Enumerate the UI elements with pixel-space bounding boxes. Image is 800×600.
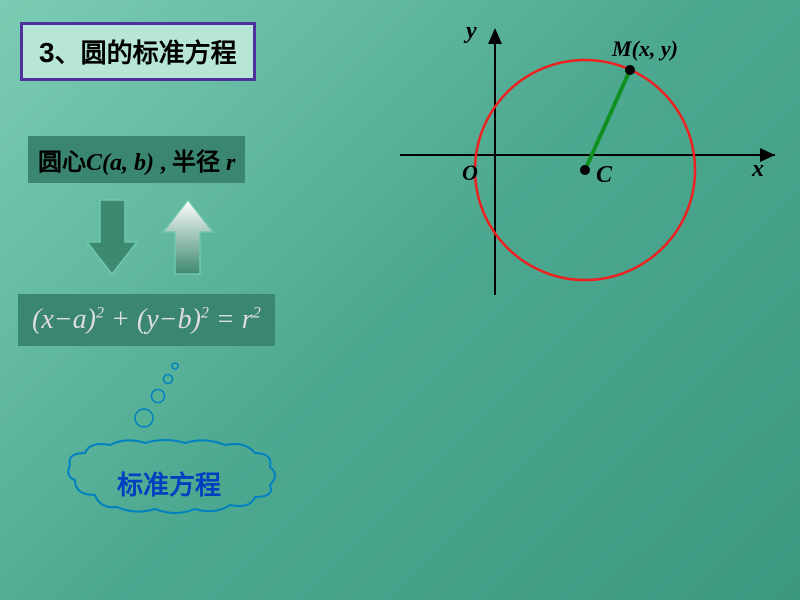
cloud-callout: 标准方程 [55,435,295,535]
coordinate-diagram: y x O C M(x, y) [400,20,790,300]
radius-word: 半径 [172,150,220,176]
title-number: 3 [39,37,55,68]
origin-label: O [462,160,478,186]
equation-box: (x−a)2 + (y−b)2 = r2 [18,294,275,346]
bubble-trail [120,352,200,442]
center-point-icon [580,165,590,175]
title-sep: 、 [55,39,81,68]
m-coords: (x, y) [632,36,678,61]
center-c-label: C [596,162,612,189]
center-C: C [86,150,102,176]
m-point-icon [625,65,635,75]
m-point-label: M(x, y) [612,36,678,62]
arrows-svg [85,192,215,282]
x-axis-label: x [752,156,764,183]
y-axis-arrow-icon [488,28,502,44]
center-radius-box: 圆心C(a, b) , 半径 r [28,136,245,183]
center-comma: , [154,150,172,176]
cloud-text: 标准方程 [117,465,221,502]
title-box: 3、圆的标准方程 [20,22,256,81]
center-word: 圆心 [38,150,86,176]
up-arrow-icon [163,200,213,274]
y-axis-label: y [466,18,477,45]
title-text: 圆的标准方程 [81,39,237,68]
center-ab: (a, b) [102,150,154,176]
m-letter: M [612,36,632,61]
down-arrow-icon [87,200,137,274]
radius-r: r [220,150,235,176]
